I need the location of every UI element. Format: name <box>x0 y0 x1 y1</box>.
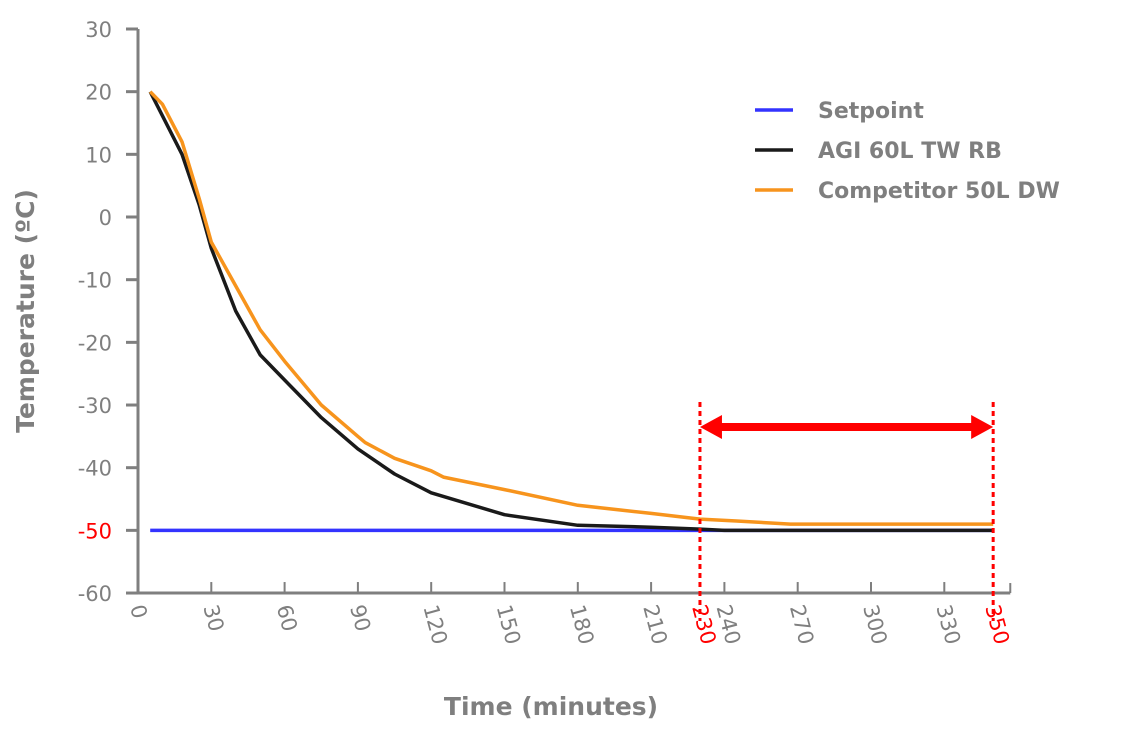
y-tick-label: -10 <box>78 269 112 293</box>
x-tick-label: 120 <box>418 602 452 647</box>
x-tick-label: 330 <box>931 602 965 647</box>
y-tick-label: 20 <box>85 81 112 105</box>
legend-label: Setpoint <box>818 99 924 124</box>
y-tick-label: 0 <box>99 206 112 230</box>
y-tick-label: -30 <box>78 394 112 418</box>
x-tick-label: 180 <box>565 602 599 647</box>
y-tick-label: 10 <box>85 143 112 167</box>
y-tick-label: -40 <box>78 457 112 481</box>
y-tick-label: -60 <box>78 582 112 606</box>
y-axis-title: Temperature (ºC) <box>11 189 40 433</box>
legend-label: AGI 60L TW RB <box>818 139 1002 164</box>
x-tick-label: 90 <box>345 602 375 634</box>
y-tick-label: -50 <box>78 519 112 543</box>
x-tick-label: 0 <box>125 602 152 621</box>
x-tick-label: 300 <box>858 602 892 647</box>
series-line-competitor-50l-dw <box>148 90 994 526</box>
y-tick-label: -20 <box>78 331 112 355</box>
y-tick-label: 30 <box>85 18 112 42</box>
x-tick-label: 150 <box>492 602 526 647</box>
range-arrow-right-head <box>971 414 994 439</box>
legend-label: Competitor 50L DW <box>818 179 1060 204</box>
x-tick-label: 30 <box>198 602 228 634</box>
x-tick-label-highlighted: 350 <box>980 602 1014 647</box>
x-tick-label: 270 <box>785 602 819 647</box>
x-axis-title: Time (minutes) <box>444 692 658 721</box>
range-arrow-left-head <box>699 414 722 439</box>
x-tick-label: 60 <box>272 602 302 634</box>
x-tick-label: 210 <box>638 602 672 647</box>
